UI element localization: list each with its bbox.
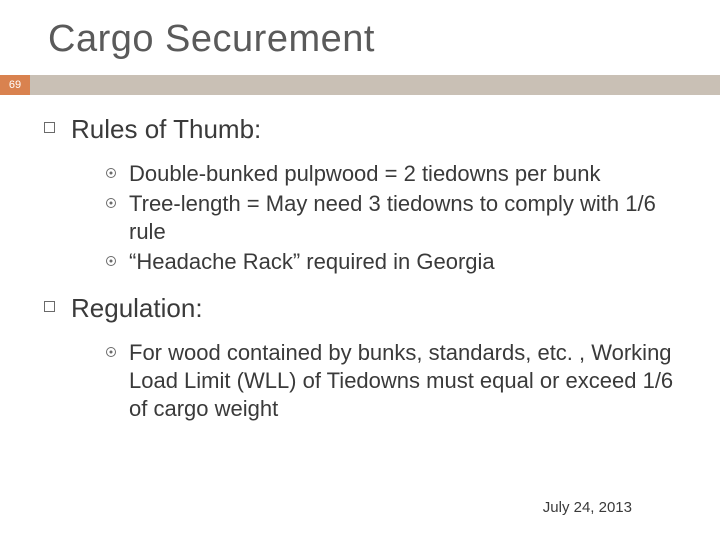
section-heading: Rules of Thumb: [71, 113, 261, 146]
footer-date: July 24, 2013 [543, 499, 632, 516]
list-item-text: “Headache Rack” required in Georgia [129, 248, 495, 276]
list-item: For wood contained by bunks, standards, … [106, 339, 680, 423]
slide-title: Cargo Securement [0, 0, 720, 75]
list-item: “Headache Rack” required in Georgia [106, 248, 680, 276]
circle-bullet-icon [106, 256, 116, 266]
accent-bar: 69 [0, 75, 720, 95]
list-item: Tree-length = May need 3 tiedowns to com… [106, 190, 680, 246]
section-items: Double-bunked pulpwood = 2 tiedowns per … [44, 154, 680, 293]
circle-bullet-icon [106, 347, 116, 357]
list-item-text: For wood contained by bunks, standards, … [129, 339, 680, 423]
list-item-text: Double-bunked pulpwood = 2 tiedowns per … [129, 160, 601, 188]
square-bullet-icon [44, 301, 55, 312]
section-heading: Regulation: [71, 292, 203, 325]
square-bullet-icon [44, 122, 55, 133]
circle-bullet-icon [106, 168, 116, 178]
section-items: For wood contained by bunks, standards, … [44, 333, 680, 439]
list-item-text: Tree-length = May need 3 tiedowns to com… [129, 190, 680, 246]
page-number-badge: 69 [0, 75, 30, 95]
section-heading-row: Regulation: [44, 292, 680, 325]
list-item: Double-bunked pulpwood = 2 tiedowns per … [106, 160, 680, 188]
section-heading-row: Rules of Thumb: [44, 113, 680, 146]
circle-bullet-icon [106, 198, 116, 208]
accent-bar-fill [30, 75, 720, 95]
slide-body: Rules of Thumb: Double-bunked pulpwood =… [0, 95, 720, 439]
